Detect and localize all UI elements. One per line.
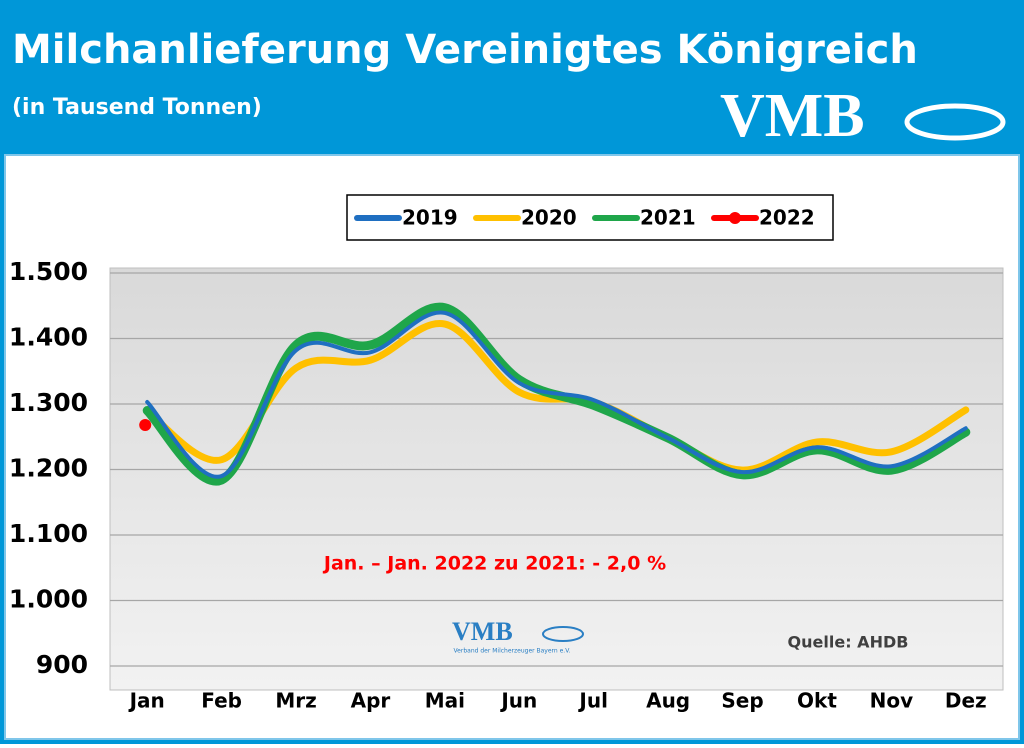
- logo-swoosh: [904, 103, 1006, 141]
- x-tick-label: Jun: [499, 689, 537, 713]
- legend-label: 2020: [521, 206, 577, 230]
- x-tick-label: Mrz: [275, 689, 316, 713]
- annotation: Jan. – Jan. 2022 zu 2021: - 2,0 %: [322, 553, 666, 575]
- legend-label: 2019: [402, 206, 458, 230]
- x-tick-label: Feb: [201, 689, 242, 713]
- y-tick-label: 1.000: [9, 585, 88, 614]
- point: [139, 418, 152, 431]
- line: [145, 310, 968, 479]
- x-tick-label: Okt: [797, 689, 837, 713]
- watermark-caption: Verband der Milcherzeuger Bayern e.V.: [454, 648, 571, 655]
- y-tick-label: 1.100: [9, 519, 88, 548]
- x-tick-label: Apr: [351, 689, 391, 713]
- y-tick-label: 900: [36, 650, 88, 679]
- y-tick-label: 1.300: [9, 388, 88, 417]
- y-tick-label: 1.500: [9, 257, 88, 286]
- watermark: VMB: [452, 617, 513, 646]
- x-tick-label: Aug: [646, 689, 690, 713]
- subtitle: (in Tausend Tonnen): [12, 95, 262, 120]
- line: [143, 320, 970, 474]
- x-tick-label: Jul: [577, 689, 608, 713]
- x-tick-label: Dez: [945, 689, 987, 713]
- y-tick-label: 1.400: [9, 323, 88, 352]
- watermark-swoosh: [542, 626, 584, 642]
- x-tick-label: Nov: [870, 689, 914, 713]
- legend-label: 2022: [759, 206, 815, 230]
- legend-label: 2021: [640, 206, 696, 230]
- logo: VMB: [720, 82, 865, 150]
- title: Milchanlieferung Vereinigtes Königreich: [12, 27, 918, 73]
- x-tick-label: Sep: [721, 689, 763, 713]
- x-tick-label: Jan: [128, 689, 165, 713]
- x-tick-label: Mai: [425, 689, 465, 713]
- y-tick-label: 1.200: [9, 454, 88, 483]
- source: Quelle: AHDB: [788, 633, 909, 652]
- legend-marker: [729, 212, 741, 224]
